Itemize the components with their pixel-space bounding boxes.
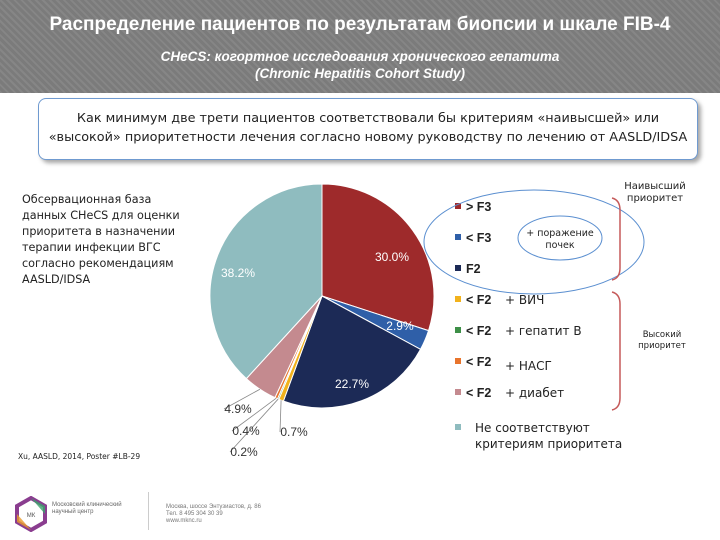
priority-outline bbox=[423, 189, 645, 295]
highest-priority-bracket bbox=[611, 197, 621, 281]
kidney-label: почек bbox=[545, 240, 574, 251]
contacts-website: www.mknc.ru bbox=[166, 518, 202, 524]
legend-label: Не соответствуют bbox=[475, 421, 590, 435]
legend-swatch bbox=[455, 203, 461, 209]
highest-priority-label: Наивысший bbox=[624, 181, 686, 192]
legend-swatch bbox=[455, 265, 461, 271]
callout-line-1: Как минимум две трети пациентов соответс… bbox=[76, 111, 660, 126]
legend-condition: + ВИЧ bbox=[505, 293, 544, 307]
legend-label: F2 bbox=[466, 262, 481, 276]
slice-value-label: 30.0% bbox=[375, 250, 409, 264]
slide-title: Распределение пациентов по результатам б… bbox=[49, 14, 671, 35]
footer-divider bbox=[148, 492, 149, 530]
pie-slice bbox=[209, 183, 323, 380]
key-finding-callout: Как минимум две трети пациентов соответс… bbox=[38, 98, 698, 160]
legend-label: > F3 bbox=[466, 200, 491, 214]
callout-line-2: «высокой» приоритетности лечения согласн… bbox=[48, 130, 688, 145]
legend-label: < F2 bbox=[466, 355, 491, 369]
header-banner: Распределение пациентов по результатам б… bbox=[0, 0, 720, 93]
legend-condition: + гепатит В bbox=[505, 324, 582, 338]
slice-value-label: 0.7% bbox=[280, 425, 308, 439]
source-citation: Xu, AASLD, 2014, Poster #LB-29 bbox=[18, 452, 141, 461]
legend-label: < F2 bbox=[466, 324, 491, 338]
leader-line bbox=[279, 400, 282, 433]
leader-line bbox=[229, 398, 279, 453]
subtitle-line-2: (Chronic Hepatitis Cohort Study) bbox=[255, 66, 465, 81]
database-description: Обсервационная база данных CHeCS для оце… bbox=[22, 193, 180, 286]
slice-value-label: 4.9% bbox=[224, 402, 252, 416]
leader-line bbox=[223, 388, 261, 410]
legend-label: критериям приоритета bbox=[475, 437, 622, 451]
pie-slice bbox=[282, 295, 422, 409]
kidney-label: + поражение bbox=[526, 228, 594, 239]
high-priority-label: Высокий bbox=[643, 330, 682, 340]
contacts-phone: Тел. 8 495 304 30 39 bbox=[166, 511, 223, 517]
legend-label: < F2 bbox=[466, 386, 491, 400]
subtitle-line-1: CHeCS: когортное исследования хроническо… bbox=[160, 49, 560, 64]
pie-slices bbox=[209, 183, 435, 409]
slice-value-label: 38.2% bbox=[221, 266, 255, 280]
footer-contacts: Москва, шоссе Энтузиастов, д. 86 Тел. 8 … bbox=[166, 504, 306, 525]
slice-value-label: 22.7% bbox=[335, 377, 369, 391]
pie-slice bbox=[321, 183, 435, 332]
legend-swatch bbox=[455, 296, 461, 302]
highest-priority-label: приоритет bbox=[627, 193, 683, 204]
legend-swatch bbox=[455, 424, 461, 430]
high-priority-bracket bbox=[611, 291, 621, 411]
slice-value-label: 2.9% bbox=[386, 319, 414, 333]
clinic-logo-icon: МК bbox=[15, 496, 47, 532]
slice-value-label: 0.2% bbox=[230, 445, 258, 459]
legend-label: < F2 bbox=[466, 293, 491, 307]
leader-line bbox=[231, 397, 277, 432]
pie-data-labels: 30.0% 2.9% 22.7% 0.7% 0.2% 0.4% 4.9% 38.2% bbox=[221, 250, 414, 459]
priority-annotations: + поражениепочекНаивысшийприоритетВысоки… bbox=[423, 181, 686, 411]
legend-swatch bbox=[455, 327, 461, 333]
contacts-address: Москва, шоссе Энтузиастов, д. 86 bbox=[166, 504, 261, 510]
slide-subtitle: CHeCS: когортное исследования хроническо… bbox=[60, 48, 660, 82]
legend-condition: + НАСГ bbox=[505, 359, 552, 373]
slice-value-label: 0.4% bbox=[232, 424, 260, 438]
legend-swatch bbox=[455, 389, 461, 395]
legend-label: < F3 bbox=[466, 231, 491, 245]
clinic-logo-text: Московский клинический научный центр bbox=[52, 502, 122, 515]
high-priority-label: приоритет bbox=[638, 341, 686, 351]
chart-legend: > F3 < F3 F2 < F2 + ВИЧ < F2 + гепатит В < F2 + … bbox=[455, 200, 622, 451]
kidney-outline bbox=[517, 215, 603, 261]
svg-text:МК: МК bbox=[27, 513, 36, 519]
legend-swatch bbox=[455, 358, 461, 364]
legend-condition: + диабет bbox=[505, 386, 564, 400]
legend-swatch bbox=[455, 234, 461, 240]
